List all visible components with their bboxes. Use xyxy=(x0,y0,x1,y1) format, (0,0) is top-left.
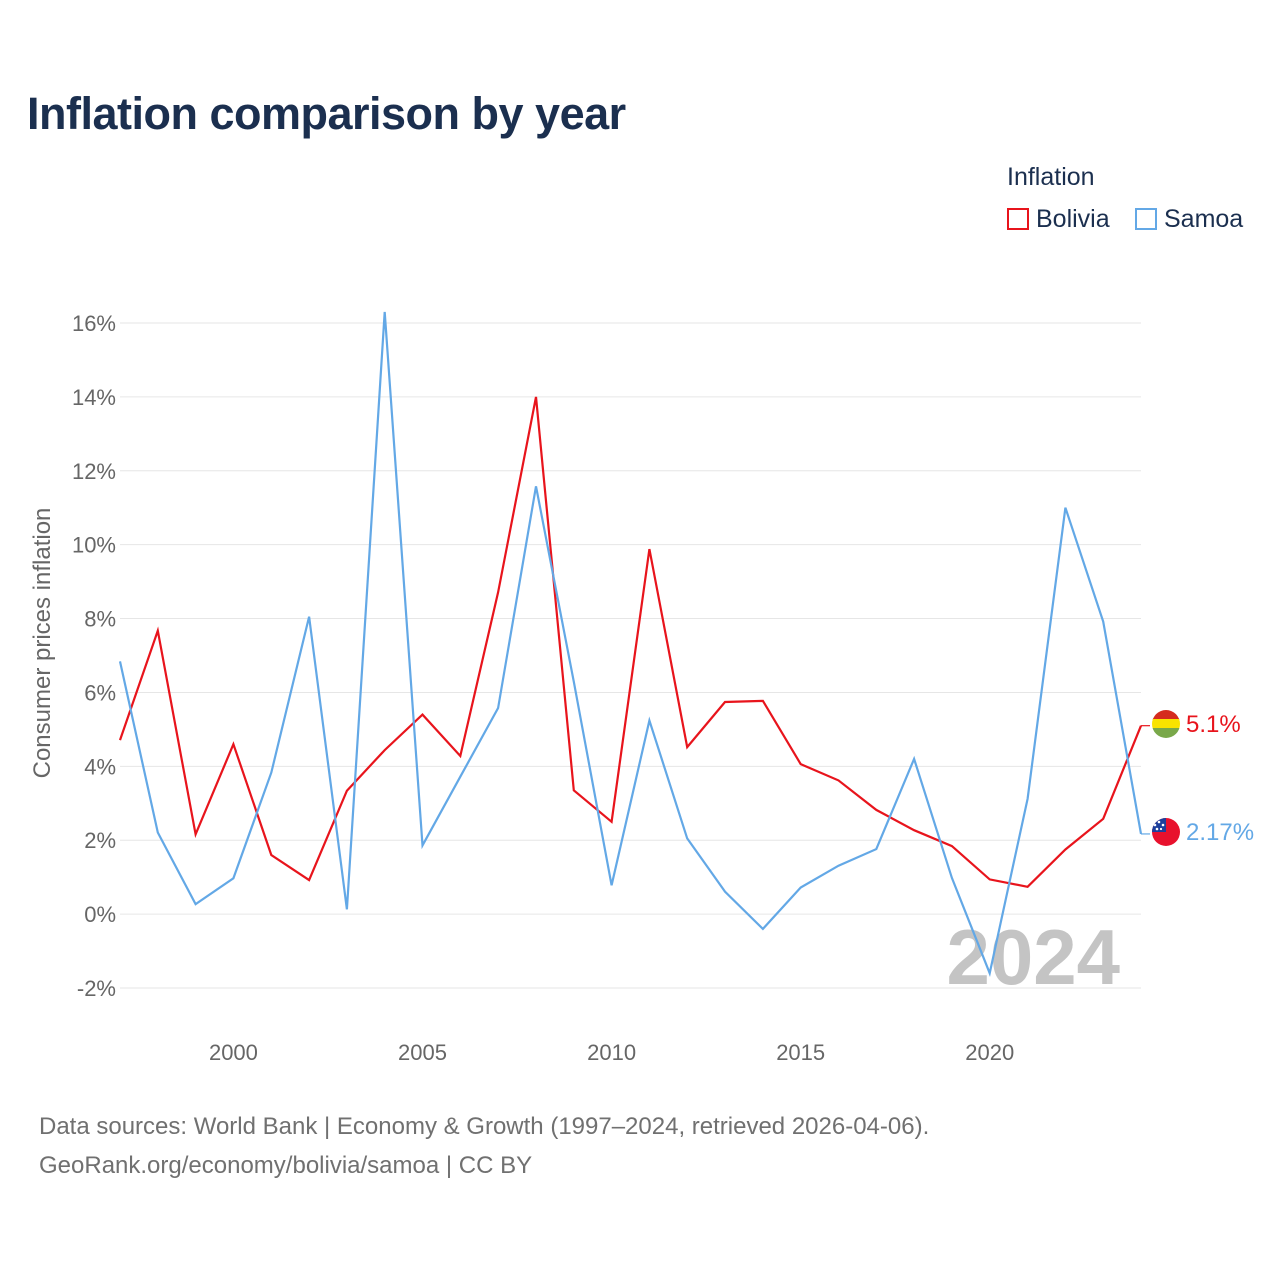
y-tick-label: 0% xyxy=(84,902,116,927)
x-tick-label: 2020 xyxy=(965,1040,1014,1065)
y-tick-label: -2% xyxy=(77,976,116,1001)
y-tick-label: 12% xyxy=(72,459,116,484)
y-axis-label: Consumer prices inflation xyxy=(29,508,56,779)
y-tick-label: 10% xyxy=(72,533,116,558)
x-tick-label: 2015 xyxy=(776,1040,825,1065)
data-source-note: Data sources: World Bank | Economy & Gro… xyxy=(39,1107,929,1185)
y-tick-label: 14% xyxy=(72,385,116,410)
legend-label-bolivia: Bolivia xyxy=(1036,204,1110,233)
y-tick-label: 16% xyxy=(72,311,116,336)
chart-title: Inflation comparison by year xyxy=(27,88,626,139)
series-line-samoa[interactable] xyxy=(118,311,1143,977)
end-label-samoa: 2.17% xyxy=(1186,819,1254,846)
y-tick-label: 6% xyxy=(84,680,116,705)
x-tick-label: 2000 xyxy=(209,1040,258,1065)
x-tick-label: 2010 xyxy=(587,1040,636,1065)
bolivia-flag-icon xyxy=(1152,710,1180,738)
year-watermark: 2024 xyxy=(946,913,1120,1001)
end-label-bolivia: 5.1% xyxy=(1186,711,1241,738)
x-tick-label: 2005 xyxy=(398,1040,447,1065)
legend-label-samoa: Samoa xyxy=(1164,204,1244,233)
legend-item-samoa[interactable]: Samoa xyxy=(1135,205,1243,233)
source-line-2[interactable]: GeoRank.org/economy/bolivia/samoa | CC B… xyxy=(39,1152,533,1179)
series-line-bolivia[interactable] xyxy=(118,396,1143,888)
y-tick-label: 2% xyxy=(84,828,116,853)
y-tick-label: 4% xyxy=(84,754,116,779)
legend-swatch-samoa xyxy=(1135,208,1157,230)
legend-item-bolivia[interactable]: Bolivia xyxy=(1007,205,1110,233)
legend-swatch-bolivia xyxy=(1007,208,1029,230)
samoa-flag-icon xyxy=(1152,818,1180,846)
source-line-1: Data sources: World Bank | Economy & Gro… xyxy=(39,1113,930,1140)
y-tick-label: 8% xyxy=(84,607,116,632)
legend-title: Inflation xyxy=(1007,163,1095,191)
